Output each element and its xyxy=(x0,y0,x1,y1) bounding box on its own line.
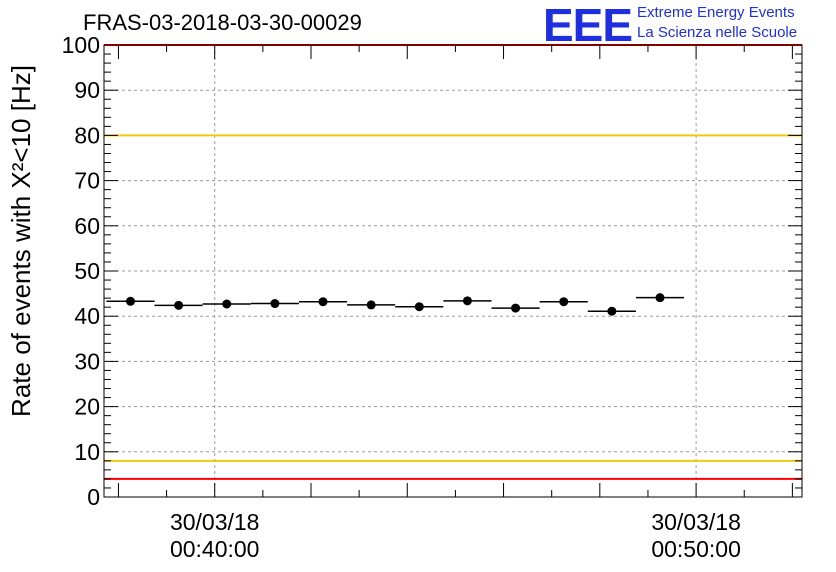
y-tick-label: 80 xyxy=(74,122,100,148)
logo-line-1: Extreme Energy Events xyxy=(637,4,795,21)
y-tick-label: 10 xyxy=(74,439,100,465)
y-tick-label: 40 xyxy=(74,303,100,329)
x-tick-label-date: 30/03/18 xyxy=(170,509,260,535)
y-axis-label: Rate of events with X²<10 [Hz] xyxy=(6,65,36,417)
data-point xyxy=(125,296,135,306)
data-point xyxy=(414,302,424,312)
y-tick-label: 60 xyxy=(74,213,100,239)
logo-line-2: La Scienza nelle Scuole xyxy=(637,24,798,41)
y-tick-label: 0 xyxy=(87,484,100,510)
data-point xyxy=(318,297,328,307)
data-point xyxy=(174,300,184,310)
data-point xyxy=(607,306,617,316)
x-tick-label-date: 30/03/18 xyxy=(651,509,741,535)
eee-logo-letters: EEE xyxy=(543,0,633,51)
data-point xyxy=(559,297,569,307)
y-tick-label: 50 xyxy=(74,258,100,284)
data-point xyxy=(462,296,472,306)
data-point xyxy=(366,300,376,310)
data-point xyxy=(511,303,521,313)
y-tick-label: 90 xyxy=(74,77,100,103)
chart-title: FRAS-03-2018-03-30-00029 xyxy=(83,10,362,35)
x-tick-label-time: 00:40:00 xyxy=(170,536,260,562)
y-tick-label: 70 xyxy=(74,168,100,194)
data-point xyxy=(655,293,665,303)
y-tick-label: 30 xyxy=(74,348,100,374)
y-tick-label: 100 xyxy=(62,32,100,58)
x-tick-label-time: 00:50:00 xyxy=(651,536,741,562)
y-tick-label: 20 xyxy=(74,394,100,420)
data-point xyxy=(270,299,280,309)
data-point xyxy=(222,299,232,309)
